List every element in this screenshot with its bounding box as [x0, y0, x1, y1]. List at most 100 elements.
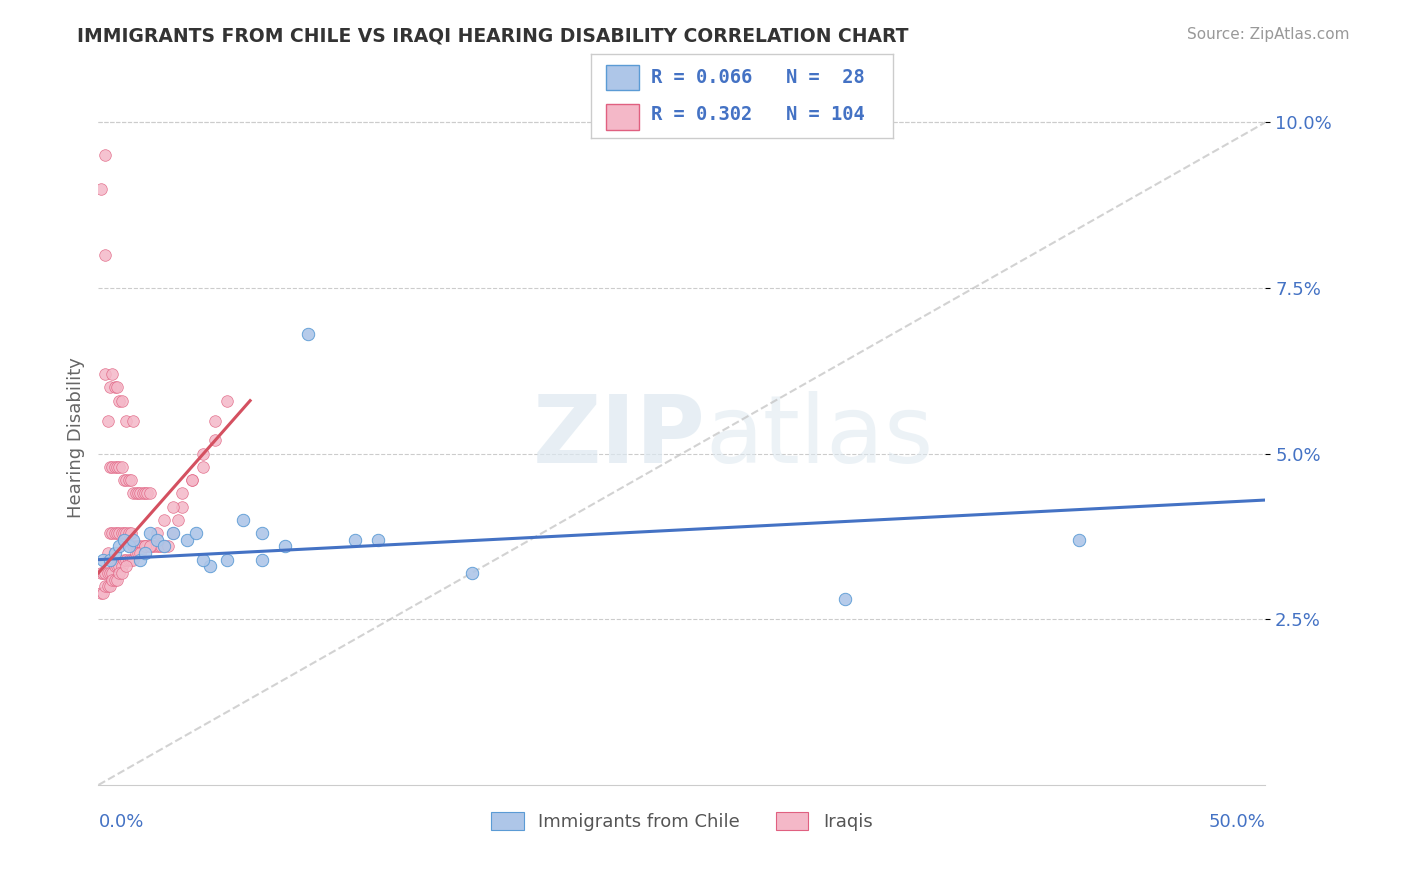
Point — [108, 459, 131, 474]
Point — [104, 459, 127, 474]
Point — [122, 552, 145, 566]
Point — [129, 546, 152, 560]
Point — [115, 473, 138, 487]
Point — [91, 552, 114, 566]
Text: 50.0%: 50.0% — [1209, 813, 1265, 830]
Point — [97, 566, 120, 580]
Point — [115, 559, 138, 574]
Point — [105, 573, 128, 587]
Point — [344, 533, 367, 547]
Point — [148, 540, 170, 554]
Text: R = 0.302   N = 104: R = 0.302 N = 104 — [651, 105, 865, 124]
Point — [146, 540, 169, 554]
Point — [115, 526, 138, 541]
Point — [98, 459, 121, 474]
Point — [180, 473, 202, 487]
Y-axis label: Hearing Disability: Hearing Disability — [66, 357, 84, 517]
Point — [94, 566, 117, 580]
Point — [98, 566, 121, 580]
Point — [127, 486, 149, 500]
Point — [105, 526, 128, 541]
Point — [90, 566, 112, 580]
Point — [91, 566, 114, 580]
Point — [134, 486, 156, 500]
Point — [104, 380, 127, 394]
Point — [127, 546, 149, 560]
Text: 0.0%: 0.0% — [98, 813, 143, 830]
Point — [97, 546, 120, 560]
Point — [108, 393, 131, 408]
Point — [98, 526, 121, 541]
Text: atlas: atlas — [706, 391, 934, 483]
Point — [136, 540, 159, 554]
Point — [250, 526, 273, 541]
Point — [112, 552, 135, 566]
Point — [215, 393, 238, 408]
Point — [120, 552, 142, 566]
Point — [94, 248, 117, 262]
Point — [101, 526, 124, 541]
Point — [112, 473, 135, 487]
Point — [98, 579, 121, 593]
Point — [111, 526, 134, 541]
Point — [367, 533, 389, 547]
Point — [274, 540, 297, 554]
Point — [125, 540, 148, 554]
Point — [101, 367, 124, 381]
Point — [120, 526, 142, 541]
Text: Source: ZipAtlas.com: Source: ZipAtlas.com — [1187, 27, 1350, 42]
FancyBboxPatch shape — [606, 104, 638, 130]
Point — [111, 393, 134, 408]
Point — [118, 540, 141, 554]
Point — [146, 526, 169, 541]
Point — [200, 559, 222, 574]
Point — [136, 486, 159, 500]
Point — [104, 573, 127, 587]
Point — [101, 459, 124, 474]
Point — [108, 526, 131, 541]
Point — [90, 586, 112, 600]
Point — [98, 552, 121, 566]
Point — [204, 413, 226, 427]
Point — [108, 559, 131, 574]
Point — [134, 540, 156, 554]
Point — [152, 540, 174, 554]
Text: R = 0.066   N =  28: R = 0.066 N = 28 — [651, 68, 865, 87]
Point — [105, 459, 128, 474]
Point — [172, 500, 194, 514]
Point — [204, 434, 226, 448]
Point — [1067, 533, 1090, 547]
Point — [132, 486, 155, 500]
Point — [98, 380, 121, 394]
Point — [250, 552, 273, 566]
Point — [166, 513, 188, 527]
Point — [108, 540, 131, 554]
Point — [118, 473, 141, 487]
Point — [834, 592, 856, 607]
Point — [104, 559, 127, 574]
Point — [104, 526, 127, 541]
Point — [111, 559, 134, 574]
Point — [94, 579, 117, 593]
Point — [122, 486, 145, 500]
Point — [91, 586, 114, 600]
Text: ZIP: ZIP — [533, 391, 706, 483]
Point — [115, 552, 138, 566]
Point — [127, 540, 149, 554]
Point — [297, 327, 319, 342]
Point — [129, 540, 152, 554]
FancyBboxPatch shape — [606, 64, 638, 90]
Point — [139, 540, 162, 554]
Point — [215, 552, 238, 566]
Point — [122, 540, 145, 554]
Point — [90, 181, 112, 195]
Point — [176, 533, 198, 547]
Point — [132, 540, 155, 554]
Point — [152, 513, 174, 527]
Point — [105, 380, 128, 394]
Point — [180, 473, 202, 487]
Point — [101, 566, 124, 580]
Point — [108, 566, 131, 580]
Point — [118, 552, 141, 566]
Point — [111, 566, 134, 580]
